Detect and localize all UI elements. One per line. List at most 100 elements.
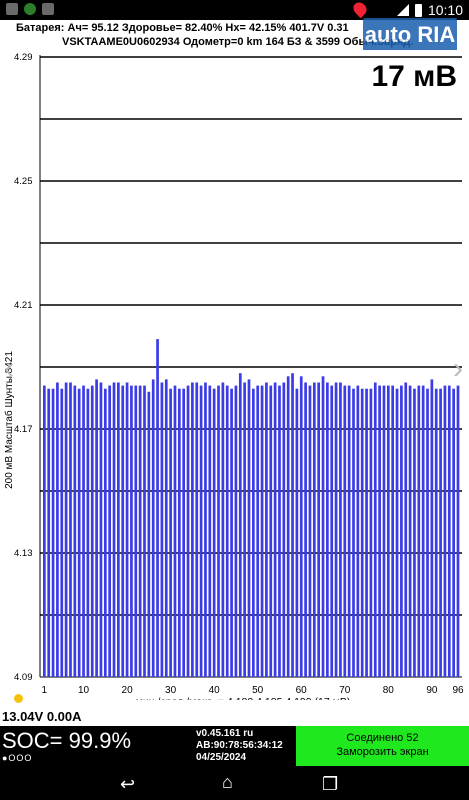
cell-bar-3 <box>51 388 55 677</box>
cell-bar-2 <box>47 388 51 677</box>
cell-bar-18 <box>117 382 120 677</box>
soc-readout: SOC= 99.9% <box>2 728 132 753</box>
cell-bar-35 <box>191 382 194 677</box>
cell-bar-58 <box>291 373 294 677</box>
x-tick-label: 10 <box>78 685 90 696</box>
soc-dots: ●OOO <box>2 753 33 763</box>
chevron-right-icon[interactable]: › <box>453 352 463 385</box>
cell-bar-20 <box>125 382 129 677</box>
cell-bar-92 <box>439 388 442 677</box>
cell-bar-81 <box>391 385 395 677</box>
cell-bar-59 <box>295 388 299 677</box>
cell-bar-66 <box>326 382 329 677</box>
cell-bar-70 <box>343 385 347 677</box>
cell-bar-8 <box>73 385 77 677</box>
cell-bar-44 <box>230 388 233 677</box>
device-mac: AB:90:78:56:34:12 <box>196 740 283 751</box>
x-tick-label: 70 <box>339 685 351 696</box>
cell-bar-75 <box>365 388 368 677</box>
y-tick-label: 4.25 <box>14 176 33 187</box>
x-tick-label: 90 <box>426 685 438 696</box>
cell-bar-68 <box>334 382 338 677</box>
cell-bar-39 <box>208 385 212 677</box>
cell-bar-73 <box>356 385 360 677</box>
x-tick-label: 60 <box>296 685 308 696</box>
cell-bar-74 <box>360 388 364 677</box>
y-tick-label: 4.17 <box>14 424 33 435</box>
cell-bar-72 <box>352 388 355 677</box>
cell-bar-63 <box>312 382 316 677</box>
sync-icon <box>24 3 36 15</box>
cell-bar-17 <box>112 382 116 677</box>
cell-bar-80 <box>386 385 390 677</box>
cell-bar-33 <box>182 388 186 677</box>
cell-bar-48 <box>247 379 251 677</box>
version-date: 04/25/2024 <box>196 752 247 763</box>
cell-bar-91 <box>434 388 438 677</box>
cell-bar-21 <box>130 385 133 677</box>
cell-bar-61 <box>304 382 307 677</box>
version-info: v0.45.161 ru AB:90:78:56:34:12 04/25/202… <box>196 728 283 764</box>
cell-bar-25 <box>147 391 151 677</box>
cell-bar-16 <box>108 385 112 677</box>
cell-bar-10 <box>82 385 85 677</box>
freeze-screen-label: Заморозить экран <box>336 746 429 758</box>
cell-bar-90 <box>430 379 434 677</box>
y-tick-label: 4.13 <box>14 548 33 559</box>
cell-bar-14 <box>99 382 103 677</box>
cell-bar-79 <box>382 385 386 677</box>
cell-bar-88 <box>421 385 425 677</box>
x-tick-label: 80 <box>383 685 395 696</box>
cell-bar-29 <box>164 379 168 677</box>
cell-bar-5 <box>60 388 64 677</box>
cell-bar-50 <box>256 385 260 677</box>
tv-icon <box>42 3 54 15</box>
y-tick-label: 4.09 <box>14 672 33 683</box>
cell-bar-45 <box>234 385 238 677</box>
android-nav-bar: ↩ ⌂ ❐ <box>0 766 469 800</box>
cell-bar-85 <box>408 385 412 677</box>
version-number: v0.45.161 ru <box>196 728 254 739</box>
back-icon[interactable]: ↩ <box>120 774 136 794</box>
cell-bar-46 <box>238 373 242 677</box>
y-axis-label: 200 мВ Масштаб Шунты 8421 <box>3 351 15 489</box>
cell-bar-40 <box>212 388 216 677</box>
cell-bar-28 <box>160 382 164 677</box>
chevron-left-icon[interactable]: ‹ <box>4 352 14 385</box>
cell-bar-83 <box>400 385 403 677</box>
bulb-icon[interactable] <box>14 694 23 703</box>
cell-bar-32 <box>177 388 181 677</box>
cell-bar-41 <box>217 385 220 677</box>
cell-bar-89 <box>426 388 429 677</box>
cell-bar-84 <box>404 382 408 677</box>
home-icon[interactable]: ⌂ <box>222 772 233 792</box>
status-bar: 10:10 <box>0 0 469 20</box>
cell-bar-51 <box>260 385 264 677</box>
cell-bar-76 <box>369 388 373 677</box>
cell-bar-67 <box>330 385 334 677</box>
x-tick-label: 1 <box>42 685 48 696</box>
recent-apps-icon[interactable]: ❐ <box>322 774 339 794</box>
y-tick-label: 4.21 <box>14 300 33 311</box>
cell-bar-23 <box>138 385 142 677</box>
cell-bar-82 <box>395 388 399 677</box>
cell-bar-24 <box>143 385 146 677</box>
cell-bar-1 <box>43 385 46 677</box>
cell-bar-65 <box>321 376 325 677</box>
x-tick-label: 40 <box>209 685 221 696</box>
voltage-spread-value: 17 мВ <box>371 60 457 93</box>
y-tick-label: 4.29 <box>14 52 33 63</box>
cell-bar-34 <box>186 385 190 677</box>
cell-bar-93 <box>443 385 447 677</box>
cell-bar-4 <box>56 382 59 677</box>
cell-bar-94 <box>447 385 451 677</box>
watermark-logo: auto RIA <box>363 18 457 52</box>
cell-voltage-chart[interactable]: 4.29 4.25 4.21 4.17 4.13 4.09 1 10 20 30 40 50 60 70… <box>0 50 469 700</box>
cell-bar-53 <box>269 385 273 677</box>
cell-bar-96 <box>456 385 460 677</box>
cell-bar-60 <box>299 376 303 677</box>
cell-bar-64 <box>317 382 321 677</box>
status-time: 10:10 <box>427 2 463 18</box>
voltage-current-readout: 13.04V 0.00A <box>2 709 82 724</box>
connection-button[interactable]: Соединено 52 Заморозить экран <box>296 726 469 766</box>
